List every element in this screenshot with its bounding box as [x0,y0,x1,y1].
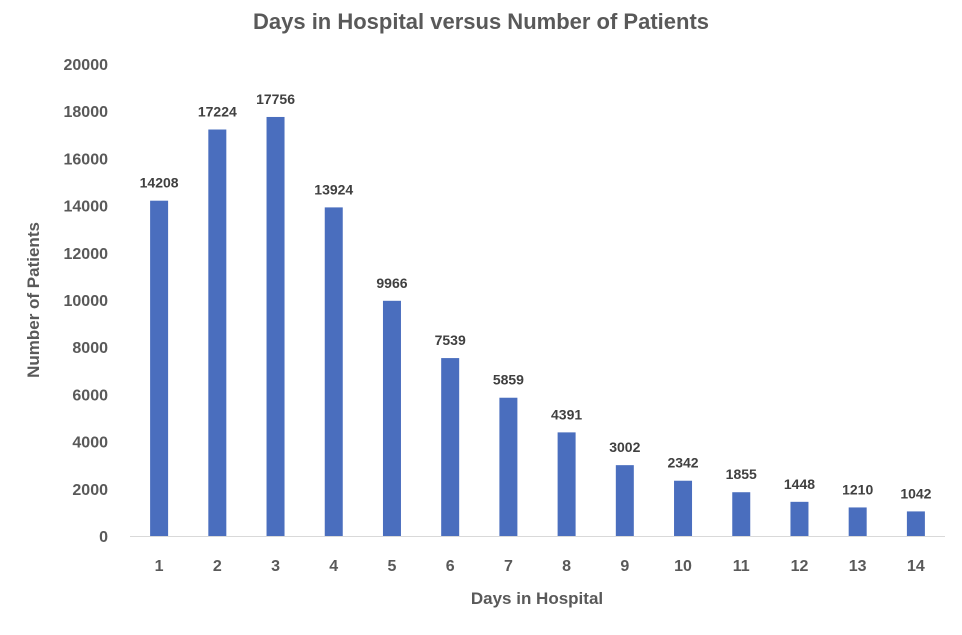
bar-value-label: 17756 [256,91,295,107]
x-tick-label: 4 [329,558,338,575]
y-tick-label: 14000 [64,199,109,216]
bar [499,397,518,536]
bar-value-label: 9966 [376,275,407,291]
x-tick-label: 3 [271,558,280,575]
bar-value-label: 17224 [198,104,237,120]
bar-value-label: 2342 [667,455,698,471]
bar [732,492,751,536]
bar [848,507,867,536]
bar [150,200,169,536]
bar-value-label: 13924 [314,181,353,197]
x-tick-label: 9 [620,558,629,575]
x-tick-label: 6 [446,558,455,575]
bar [790,501,809,536]
bar [441,358,460,536]
bar-value-label: 5859 [493,372,524,388]
bar-value-label: 3002 [609,439,640,455]
y-tick-label: 16000 [64,151,109,168]
x-axis-ticks: 1 2 3 4 5 6 7 8 9 10 11 12 13 14 [155,558,925,575]
x-tick-label: 7 [504,558,513,575]
data-labels-group: 14208 17224 17756 13924 9966 7539 5859 4391 3002… [140,91,932,501]
x-tick-label: 1 [155,558,164,575]
bar-value-label: 1448 [784,476,815,492]
bar-value-label: 1855 [726,466,757,482]
bar-value-label: 14208 [140,175,179,191]
bars-group [150,116,925,536]
bar [382,300,401,536]
x-tick-label: 8 [562,558,571,575]
y-tick-label: 18000 [64,104,109,121]
bar-value-label: 1210 [842,481,873,497]
x-tick-label: 5 [388,558,397,575]
y-tick-label: 4000 [72,435,108,452]
bar-value-label: 1042 [900,485,931,501]
y-tick-label: 2000 [72,482,108,499]
bar [208,129,227,536]
bar [557,432,576,536]
x-tick-label: 12 [791,558,809,575]
x-tick-label: 11 [733,558,750,575]
y-tick-label: 12000 [64,246,109,263]
bar-value-label: 4391 [551,406,582,422]
bar [674,480,693,536]
y-tick-label: 0 [99,529,108,546]
x-tick-label: 2 [213,558,222,575]
y-axis-title: Number of Patients [24,222,43,378]
x-tick-label: 10 [674,558,692,575]
x-tick-label: 13 [849,558,867,575]
x-axis-title: Days in Hospital [471,589,603,608]
bar [324,207,343,536]
y-axis-ticks: 0 2000 4000 6000 8000 10000 12000 14000 16000 180… [64,57,109,546]
y-tick-label: 6000 [72,387,108,404]
bar [615,465,634,536]
y-tick-label: 20000 [64,57,109,74]
bar [266,116,285,536]
y-tick-label: 8000 [72,340,108,357]
y-tick-label: 10000 [64,293,109,310]
bar-value-label: 7539 [435,332,466,348]
chart-title: Days in Hospital versus Number of Patien… [253,9,709,34]
bar [906,511,925,536]
x-tick-label: 14 [907,558,925,575]
